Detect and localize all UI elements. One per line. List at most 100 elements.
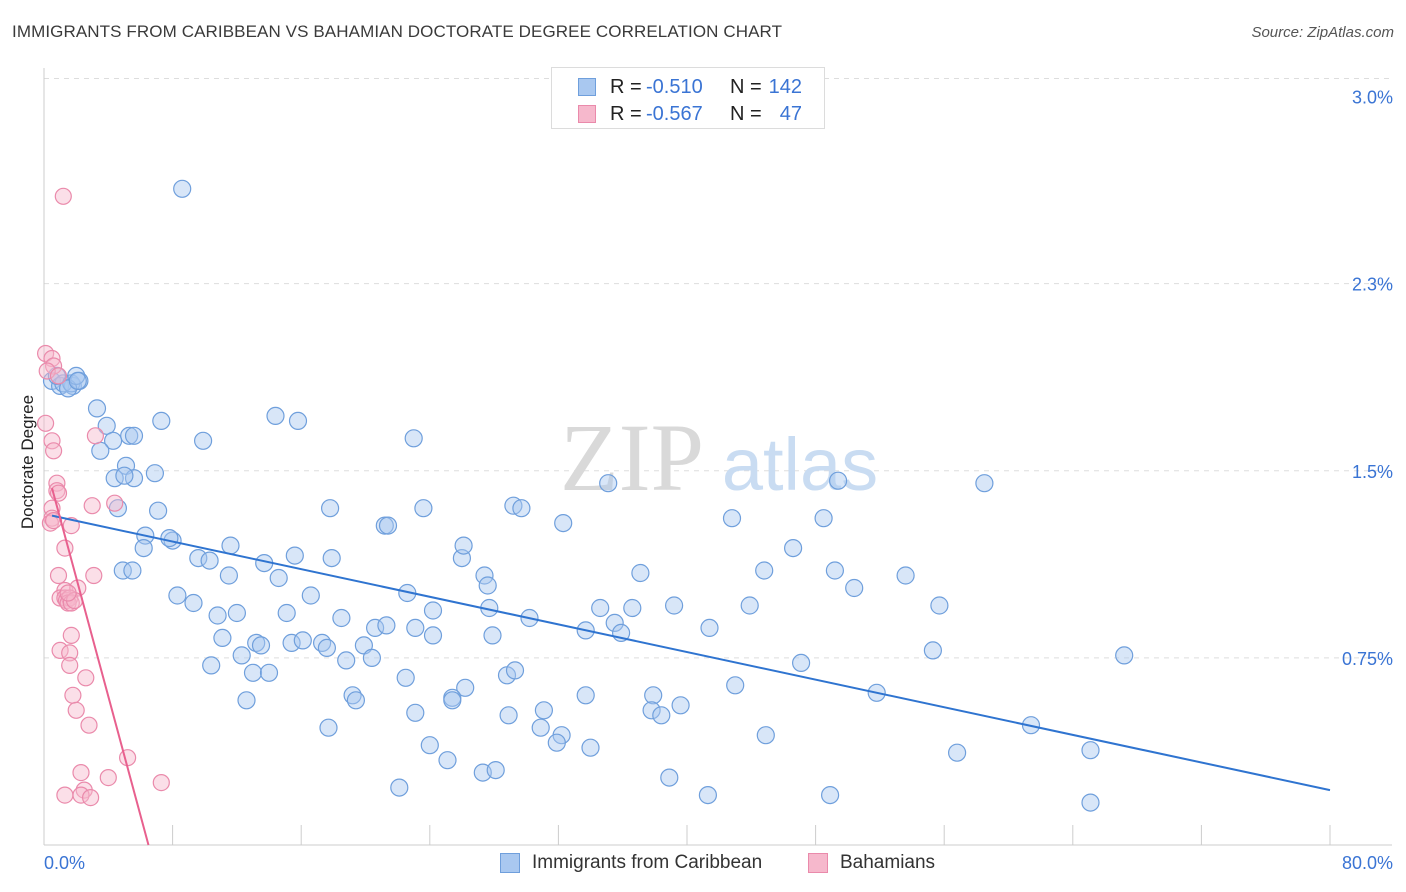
data-point-bahamians xyxy=(49,566,68,585)
y-axis-label: Doctorate Degree xyxy=(18,395,37,529)
data-point-bahamians xyxy=(49,367,68,385)
data-point-caribbean xyxy=(266,406,285,425)
data-point-caribbean xyxy=(722,509,742,528)
data-point-bahamians xyxy=(56,786,74,804)
data-point-caribbean xyxy=(202,656,221,675)
data-point-bahamians xyxy=(81,788,100,807)
data-point-caribbean xyxy=(605,613,624,633)
data-point-bahamians xyxy=(44,442,63,460)
legend-label: Bahamians xyxy=(840,852,936,873)
data-point-caribbean xyxy=(406,618,425,638)
pink-swatch xyxy=(578,105,596,123)
data-point-caribbean xyxy=(189,548,208,568)
correlation-legend: R = -0.510 N = 142 R = -0.567 N = 47 xyxy=(551,67,825,129)
data-point-bahamians xyxy=(41,514,60,532)
data-point-caribbean xyxy=(134,538,153,558)
data-point-caribbean xyxy=(591,598,610,618)
data-point-caribbean xyxy=(414,499,433,518)
trend-lines xyxy=(51,487,1331,846)
x-tick-label: 0.0% xyxy=(44,853,85,873)
data-point-caribbean xyxy=(237,691,256,710)
data-point-caribbean xyxy=(200,551,219,570)
data-point-caribbean xyxy=(923,641,943,660)
data-point-caribbean xyxy=(486,760,505,780)
data-point-bahamians xyxy=(62,594,80,612)
data-point-bahamians xyxy=(77,669,95,687)
data-point-caribbean xyxy=(213,628,232,648)
data-point-bahamians xyxy=(61,644,79,662)
data-point-caribbean xyxy=(454,536,473,555)
data-point-caribbean xyxy=(726,676,745,695)
data-point-caribbean xyxy=(322,548,341,568)
data-point-caribbean xyxy=(581,738,600,757)
data-point-caribbean xyxy=(221,536,240,555)
data-point-caribbean xyxy=(168,586,187,605)
data-point-caribbean xyxy=(406,703,425,722)
blue-swatch xyxy=(500,853,520,873)
data-point-caribbean xyxy=(505,661,525,680)
data-point-caribbean xyxy=(483,626,502,645)
data-point-caribbean xyxy=(947,743,967,762)
chart-title: IMMIGRANTS FROM CARIBBEAN VS BAHAMIAN DO… xyxy=(12,22,783,41)
data-point-caribbean xyxy=(1081,741,1100,760)
data-point-caribbean xyxy=(671,696,690,715)
data-point-caribbean xyxy=(623,598,642,618)
data-point-caribbean xyxy=(227,603,246,623)
data-point-caribbean xyxy=(337,651,356,670)
data-point-caribbean xyxy=(820,785,840,805)
data-point-caribbean xyxy=(288,411,308,430)
data-point-caribbean xyxy=(554,513,573,533)
data-point-bahamians xyxy=(64,686,82,704)
r-label: R = xyxy=(610,103,642,125)
series-bahamians xyxy=(36,187,170,807)
n-label: N = xyxy=(730,103,762,125)
data-point-bahamians xyxy=(54,187,72,205)
data-point-caribbean xyxy=(173,179,192,198)
data-point-bahamians xyxy=(118,749,137,767)
data-point-caribbean xyxy=(346,691,365,710)
data-point-caribbean xyxy=(499,706,518,725)
data-point-bahamians xyxy=(152,773,170,792)
data-point-caribbean xyxy=(377,616,396,635)
data-point-caribbean xyxy=(755,561,774,580)
watermark: ZIP atlas xyxy=(560,404,878,511)
data-point-caribbean xyxy=(652,706,671,725)
data-point-caribbean xyxy=(456,678,475,697)
data-point-bahamians xyxy=(83,497,101,515)
n-label: N = xyxy=(730,76,762,98)
data-point-caribbean xyxy=(660,768,679,787)
data-point-bahamians xyxy=(59,584,77,602)
data-point-caribbean xyxy=(184,593,203,613)
data-point-caribbean xyxy=(475,566,494,585)
data-point-caribbean xyxy=(534,701,554,720)
x-tick-label: 80.0% xyxy=(1342,853,1393,873)
axis-labels: 0.75% 1.5% 2.3% 3.0% 0.0% 80.0% Doctorate Degr… xyxy=(18,88,1393,874)
data-point-caribbean xyxy=(814,509,833,528)
data-point-caribbean xyxy=(825,561,845,580)
data-point-caribbean xyxy=(317,638,336,658)
watermark-atlas: atlas xyxy=(722,423,878,506)
data-point-caribbean xyxy=(631,563,650,583)
y-tick-label: 3.0% xyxy=(1352,88,1393,108)
n-value: 142 xyxy=(768,76,802,98)
data-point-bahamians xyxy=(67,701,85,719)
data-point-caribbean xyxy=(145,464,164,483)
trend-line-bahamians xyxy=(51,487,150,846)
data-point-caribbean xyxy=(698,785,718,805)
data-point-caribbean xyxy=(332,608,351,628)
source-label: Source: ZipAtlas.com xyxy=(1251,24,1394,41)
data-point-caribbean xyxy=(259,663,279,682)
r-value: -0.567 xyxy=(646,103,703,125)
data-point-caribbean xyxy=(68,371,87,390)
legend-label: Immigrants from Caribbean xyxy=(532,852,763,873)
trend-line-caribbean xyxy=(51,514,1331,792)
data-point-caribbean xyxy=(87,399,107,418)
data-point-caribbean xyxy=(285,546,304,565)
data-point-caribbean xyxy=(423,601,443,620)
data-point-caribbean xyxy=(362,648,381,668)
data-point-caribbean xyxy=(478,576,497,595)
data-point-caribbean xyxy=(321,499,340,518)
data-point-caribbean xyxy=(232,646,251,665)
data-point-caribbean xyxy=(547,733,566,752)
